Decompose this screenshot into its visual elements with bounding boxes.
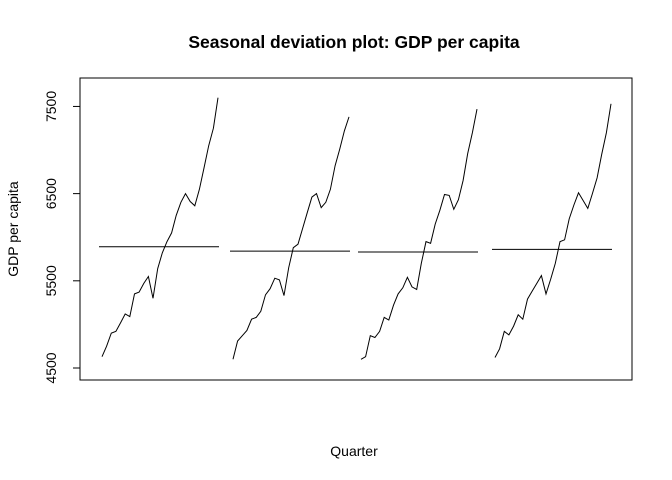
y-tick-label: 7500 [43, 91, 59, 122]
plot-frame [79, 77, 633, 381]
plot-area [99, 97, 612, 360]
y-tick-label: 6500 [43, 178, 59, 209]
quarter-series-line [494, 103, 612, 358]
quarter-series-line [101, 97, 219, 357]
y-axis-label: GDP per capita [5, 181, 21, 277]
y-axis: 4500 5500 6500 7500 [43, 91, 80, 384]
chart-title: Seasonal deviation plot: GDP per capita [188, 32, 520, 52]
quarter-series-line [232, 116, 350, 360]
quarter-series-line [360, 109, 478, 360]
x-axis-label: Quarter [330, 443, 378, 459]
y-tick-label: 5500 [43, 265, 59, 296]
y-tick-label: 4500 [43, 352, 59, 383]
